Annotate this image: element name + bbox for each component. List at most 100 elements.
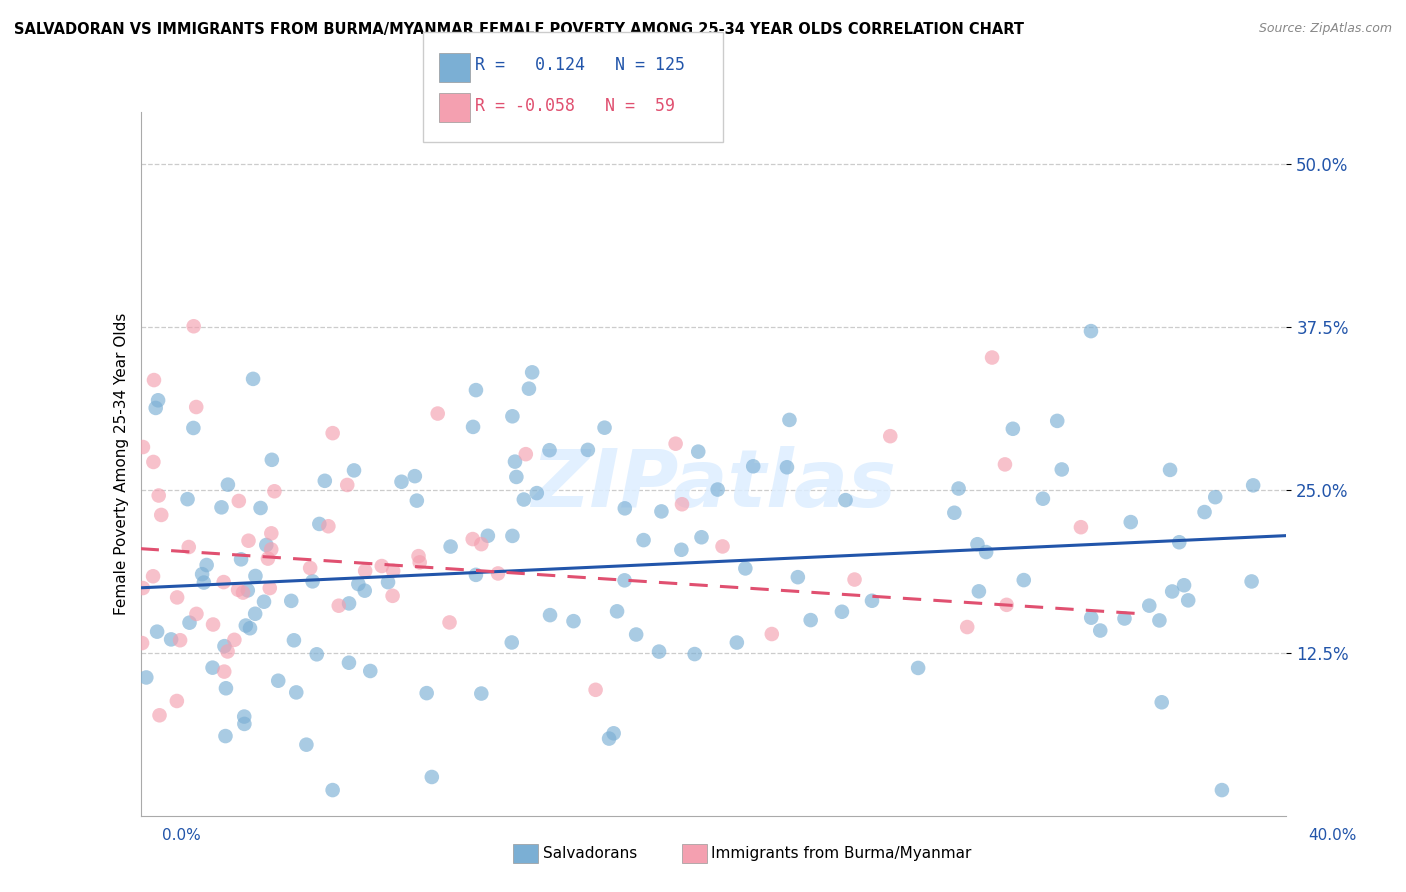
Point [186,400,208,414]
Point [486,566,509,581]
Point [201,660,224,674]
Point [831,605,853,619]
Point [576,442,599,457]
Point [166,694,188,708]
Point [142,569,165,583]
Point [426,407,449,421]
Point [1119,515,1142,529]
Point [377,575,399,590]
Point [501,529,523,543]
Point [263,484,285,499]
Point [328,599,350,613]
Point [212,665,235,679]
Point [381,589,404,603]
Point [260,542,283,557]
Point [470,537,492,551]
Point [711,540,734,554]
Point [211,500,233,515]
Point [742,459,765,474]
Point [1149,614,1171,628]
Point [343,463,366,477]
Point [505,470,527,484]
Point [322,426,344,441]
Point [215,681,238,696]
Text: R = -0.058   N =  59: R = -0.058 N = 59 [475,97,675,115]
Point [217,644,239,658]
Point [232,585,254,599]
Point [1012,573,1035,587]
Point [236,583,259,598]
Point [526,486,548,500]
Point [477,529,499,543]
Point [142,455,165,469]
Point [844,573,866,587]
Point [1168,535,1191,549]
Point [191,567,214,582]
Point [860,594,883,608]
Point [725,635,748,649]
Point [314,474,336,488]
Point [690,530,713,544]
Point [520,365,543,379]
Point [1173,578,1195,592]
Point [257,551,280,566]
Point [131,636,153,650]
Point [1204,490,1226,504]
Point [280,594,302,608]
Point [337,596,360,610]
Point [408,549,430,563]
Text: 0.0%: 0.0% [162,828,201,843]
Point [226,582,249,597]
Point [683,647,706,661]
Point [228,494,250,508]
Point [461,420,484,434]
Point [1032,491,1054,506]
Point [995,598,1018,612]
Text: Salvadorans: Salvadorans [543,847,637,861]
Point [994,458,1017,472]
Point [148,489,170,503]
Point [409,555,432,569]
Point [501,635,523,649]
Point [1080,324,1102,338]
Point [359,664,381,678]
Point [186,607,208,621]
Point [956,620,979,634]
Point [948,482,970,496]
Point [183,319,205,334]
Point [1090,624,1112,638]
Point [1159,463,1181,477]
Point [786,570,808,584]
Point [1070,520,1092,534]
Point [671,497,693,511]
Point [283,633,305,648]
Point [150,508,173,522]
Point [1050,462,1073,476]
Point [967,584,990,599]
Point [1177,593,1199,607]
Point [966,537,988,551]
Point [229,552,252,566]
Point [776,460,799,475]
Point [907,661,929,675]
Point [1194,505,1216,519]
Point [613,574,636,588]
Point [1080,610,1102,624]
Point [602,726,624,740]
Point [239,621,262,635]
Point [420,770,443,784]
Point [245,569,267,583]
Point [212,575,235,590]
Point [301,574,323,589]
Point [439,615,461,630]
Point [650,504,672,518]
Point [778,413,800,427]
Point [633,533,655,548]
Point [353,583,375,598]
Point [613,501,636,516]
Point [981,351,1004,365]
Point [439,540,461,554]
Point [1114,611,1136,625]
Point [688,444,710,458]
Point [202,617,225,632]
